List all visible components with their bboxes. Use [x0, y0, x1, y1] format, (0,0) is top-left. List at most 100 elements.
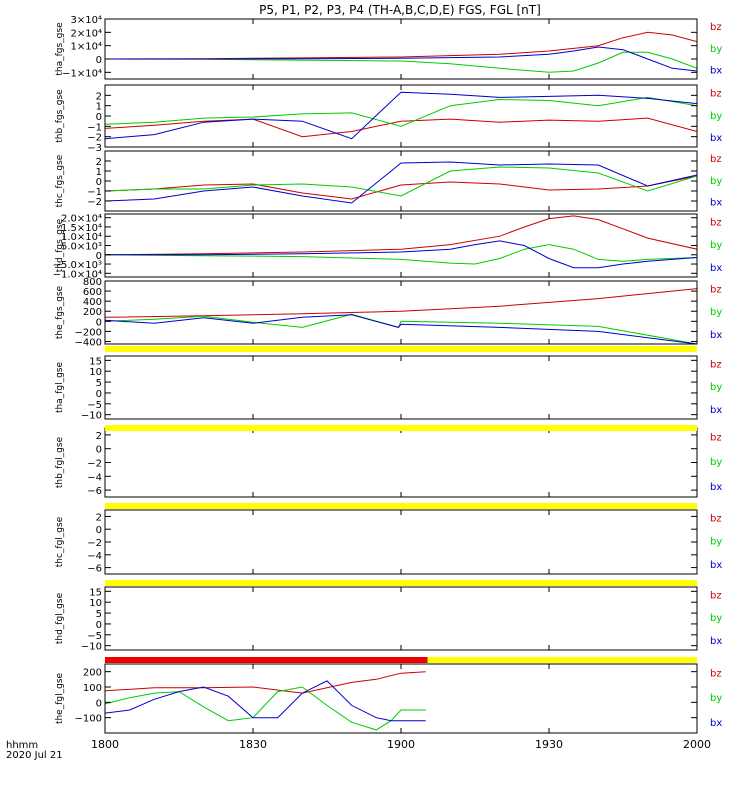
y-tick-label: −6	[87, 564, 102, 575]
series-bz-line	[105, 175, 697, 200]
legend-by: by	[710, 457, 722, 468]
series-bx-line	[105, 91, 697, 140]
y-tick-label: 2.0×10⁴	[61, 214, 102, 225]
legend-by: by	[710, 382, 722, 393]
y-tick-label: 0	[96, 317, 102, 328]
legend-bz: bz	[710, 591, 722, 602]
panel-frame	[104, 586, 698, 651]
y-axis-label: tha_fgl_gse	[55, 362, 65, 414]
series-by-line	[105, 686, 426, 731]
y-axis-label: thc_fgs_gse	[55, 154, 65, 207]
x-tick-label: 1830	[239, 738, 267, 751]
legend-by: by	[710, 44, 722, 55]
legend-bx: bx	[710, 263, 722, 274]
y-tick-label: 0	[96, 177, 102, 188]
panel-frame	[104, 355, 698, 420]
y-tick-label: −3	[87, 143, 102, 154]
x-axis: 1800 1830 1900 1930 2000	[91, 738, 711, 751]
series-bx-line	[105, 314, 697, 344]
y-tick-label: 0	[96, 251, 102, 262]
y-tick-label: −100	[75, 714, 102, 725]
y-tick-label: 3×10⁴	[71, 15, 102, 26]
panel-frame	[104, 663, 698, 734]
y-tick-label: 600	[83, 287, 102, 298]
y-axis-label: thc_fgl_gse	[55, 516, 65, 567]
series-by-line	[105, 166, 697, 197]
legend-bx: bx	[710, 482, 722, 493]
series-bx-line	[105, 46, 697, 72]
legend-by: by	[710, 693, 722, 704]
legend-by: by	[710, 176, 722, 187]
legend-bx: bx	[710, 405, 722, 416]
y-axis-label: tha_fgs_gse	[55, 22, 65, 76]
legend-by: by	[710, 307, 722, 318]
y-tick-label: 15	[89, 356, 102, 367]
series-by-line	[105, 244, 697, 265]
y-tick-label: 1×10⁴	[71, 42, 102, 53]
y-tick-label: 15	[89, 587, 102, 598]
panel-frame	[104, 427, 698, 498]
y-tick-label: −5	[87, 400, 102, 411]
legend-bz: bz	[710, 514, 722, 525]
chart-title: P5, P1, P2, P3, P4 (TH-A,B,C,D,E) FGS, F…	[259, 3, 541, 17]
legend-bz: bz	[710, 22, 722, 33]
legend-bx: bx	[710, 636, 722, 647]
y-tick-label: 1	[96, 167, 102, 178]
panel-thc_fgs_gse: 210−1−2 thc_fgs_gse bz by bx	[55, 150, 722, 212]
legend-by: by	[710, 111, 722, 122]
legend-bx: bx	[710, 197, 722, 208]
y-tick-label: 0	[96, 525, 102, 536]
x-tick-label: 1930	[535, 738, 563, 751]
legend-bz: bz	[710, 285, 722, 296]
y-tick-label: 2	[96, 157, 102, 168]
y-tick-label: 2	[96, 431, 102, 442]
y-tick-label: 800	[83, 277, 102, 288]
red-status-bar	[105, 657, 428, 663]
series-bz-line	[105, 288, 697, 318]
y-tick-label: 100	[83, 683, 102, 694]
panel-thb_fgl_gse: 2 0 −2 −4 −6 thb_fgl_gse bz by bx	[55, 427, 722, 498]
series-bz-line	[105, 671, 426, 694]
panel-thb_fgs_gse: 210−1−2−3 thb_fgs_gse bz by bx	[55, 84, 722, 154]
y-tick-label: −1×10⁴	[62, 68, 102, 79]
y-tick-label: 0	[96, 698, 102, 709]
legend-bx: bx	[710, 718, 722, 729]
panel-frame	[104, 280, 698, 345]
y-tick-label: −4	[87, 551, 102, 562]
y-tick-label: −1.0×10⁴	[53, 269, 102, 280]
y-axis-label: thd_fgl_gse	[55, 592, 65, 644]
yellow-status-bar	[105, 425, 697, 431]
x-axis-time-label: hhmm	[6, 740, 38, 751]
y-tick-label: 2	[96, 91, 102, 102]
y-tick-label: 0	[96, 389, 102, 400]
series-bz-line	[105, 215, 697, 256]
series-bx-line	[105, 680, 426, 722]
y-tick-label: −10	[81, 411, 102, 422]
y-tick-label: 0	[96, 55, 102, 66]
legend-bz: bz	[710, 360, 722, 371]
panel-thc_fgl_gse: 2 0 −2 −4 −6 thc_fgl_gse bz by bx	[55, 509, 722, 575]
y-axis-label: thd_fgs_gse	[55, 218, 65, 272]
panel-frame	[104, 509, 698, 575]
y-tick-label: 200	[83, 668, 102, 679]
legend-by: by	[710, 537, 722, 548]
y-tick-label: 1.5×10⁴	[61, 223, 102, 234]
series-by-line	[105, 96, 697, 127]
y-tick-label: −10	[81, 642, 102, 653]
y-tick-label: 5	[96, 609, 102, 620]
y-axis-label: the_fgs_gse	[55, 285, 65, 339]
legend-bx: bx	[710, 560, 722, 571]
y-tick-label: 200	[83, 307, 102, 318]
y-tick-label: −6	[87, 486, 102, 497]
y-tick-label: −2	[87, 459, 102, 470]
yellow-status-bar	[105, 503, 697, 509]
y-tick-label: −2	[87, 197, 102, 208]
series-bz-line	[105, 31, 697, 60]
y-tick-label: 10	[89, 598, 102, 609]
y-tick-label: 5.0×10³	[61, 242, 102, 253]
